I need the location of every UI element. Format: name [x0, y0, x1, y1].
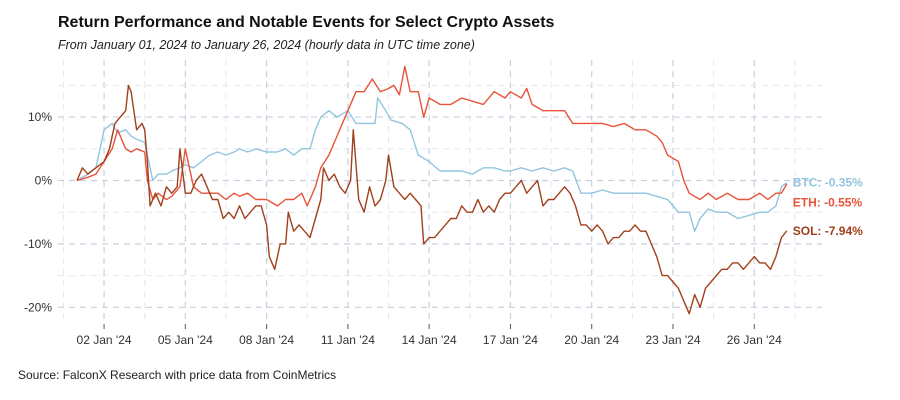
- y-tick-label: -20%: [24, 300, 52, 314]
- end-label-btc: BTC: -0.35%: [793, 176, 863, 190]
- x-tick-label: 02 Jan '24: [77, 333, 132, 347]
- grid: [58, 60, 822, 320]
- source-note: Source: FalconX Research with price data…: [18, 368, 337, 382]
- x-tick-label: 11 Jan '24: [321, 333, 375, 347]
- y-tick-label: 0%: [35, 173, 53, 187]
- y-tick-label: -10%: [24, 237, 52, 251]
- x-tick-label: 17 Jan '24: [483, 333, 538, 347]
- chart-title: Return Performance and Notable Events fo…: [58, 14, 555, 31]
- series-line-eth: [76, 65, 788, 207]
- end-labels: BTC: -0.35% ETH: -0.55% SOL: -7.94%: [793, 176, 863, 238]
- series-line-sol: [76, 84, 788, 315]
- axes: 10% 0% -10% -20% 02 Jan '24 05 Jan '24 08 Jan …: [24, 110, 782, 347]
- end-label-eth: ETH: -0.55%: [793, 196, 863, 210]
- x-tick-label: 08 Jan '24: [239, 333, 294, 347]
- x-tick-label: 20 Jan '24: [564, 333, 619, 347]
- series-lines: [76, 65, 788, 315]
- x-tick-label: 05 Jan '24: [158, 333, 213, 347]
- x-tick-label: 26 Jan '24: [727, 333, 782, 347]
- chart-subtitle: From January 01, 2024 to January 26, 202…: [58, 38, 475, 52]
- x-tick-label: 14 Jan '24: [402, 333, 457, 347]
- x-tick-label: 23 Jan '24: [645, 333, 700, 347]
- series-line-btc: [76, 97, 788, 232]
- end-label-sol: SOL: -7.94%: [793, 224, 863, 238]
- y-tick-label: 10%: [28, 110, 52, 124]
